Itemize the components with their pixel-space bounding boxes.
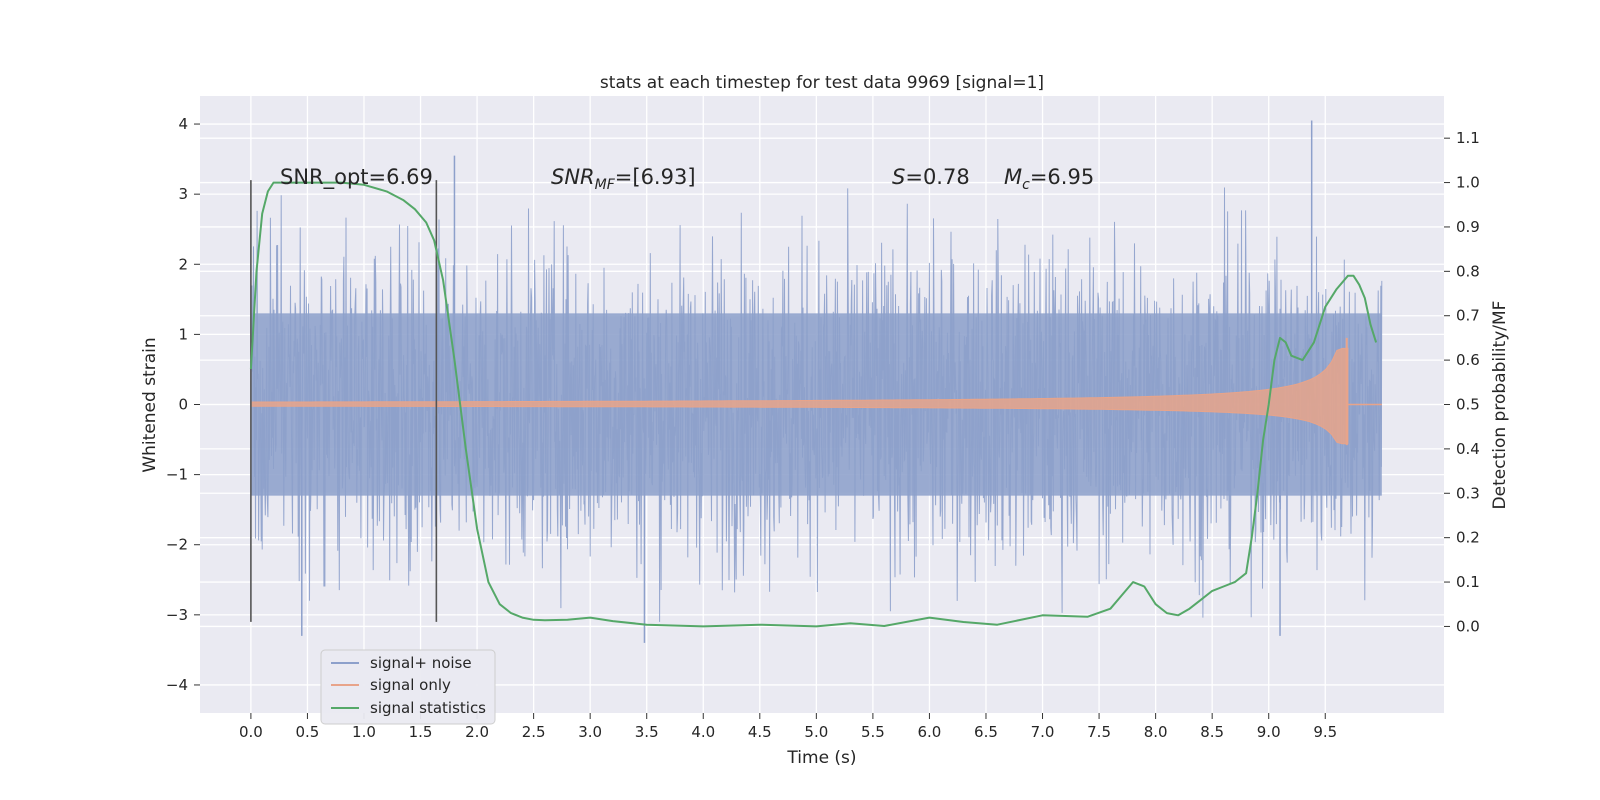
y-left-axis-label: Whitened strain — [140, 337, 160, 472]
y-right-tick-label-2: 0.9 — [1456, 218, 1480, 236]
annotation-snr-opt: SNR_opt=6.69 — [280, 165, 433, 190]
y-right-axis-ticks: 1.1 1.0 0.9 0.8 0.7 0.6 0.5 0.4 0.3 0.2 0.1 0.0 — [1444, 129, 1480, 635]
x-tick-label-9: 4.5 — [748, 723, 772, 741]
x-tick-label-1: 0.5 — [296, 723, 320, 741]
x-tick-label-5: 2.5 — [522, 723, 546, 741]
annotation-snr-mf: SNRMF=[6.93] — [551, 165, 696, 193]
x-tick-label-17: 8.5 — [1200, 723, 1224, 741]
y-left-tick-label-0: 4 — [178, 115, 188, 133]
mc-value: =6.95 — [1030, 165, 1094, 189]
x-tick-label-3: 1.5 — [409, 723, 433, 741]
x-tick-label-10: 5.0 — [804, 723, 828, 741]
x-tick-label-14: 7.0 — [1031, 723, 1055, 741]
annotation-mc: Mc=6.95 — [1004, 165, 1094, 193]
mc-symbol: M — [1004, 165, 1022, 189]
y-left-tick-label-8: −4 — [166, 676, 188, 694]
legend-label-signal-only: signal only — [370, 676, 451, 694]
y-right-tick-label-9: 0.2 — [1456, 529, 1480, 547]
legend-label-signal-plus-noise: signal+ noise — [370, 654, 472, 672]
s-value: =0.78 — [905, 165, 969, 189]
x-tick-label-12: 6.0 — [918, 723, 942, 741]
y-left-axis-ticks: 4 3 2 1 0 −1 −2 −3 −4 — [166, 115, 200, 694]
legend: signal+ noise signal only signal statist… — [320, 649, 496, 725]
snr-mf-symbol: SNR — [551, 165, 595, 189]
x-tick-label-4: 2.0 — [465, 723, 489, 741]
y-left-tick-label-3: 1 — [178, 325, 188, 343]
y-right-tick-label-5: 0.6 — [1456, 351, 1480, 369]
x-tick-label-8: 4.0 — [691, 723, 715, 741]
y-right-tick-label-10: 0.1 — [1456, 573, 1480, 591]
series-signal-only — [250, 337, 1382, 446]
y-right-tick-label-6: 0.5 — [1456, 396, 1480, 414]
x-tick-label-18: 9.0 — [1257, 723, 1281, 741]
y-right-tick-label-8: 0.3 — [1456, 484, 1480, 502]
x-tick-label-19: 9.5 — [1313, 723, 1337, 741]
y-right-tick-label-7: 0.4 — [1456, 440, 1480, 458]
x-tick-label-6: 3.0 — [578, 723, 602, 741]
x-tick-label-11: 5.5 — [861, 723, 885, 741]
y-right-tick-label-3: 0.8 — [1456, 262, 1480, 280]
x-axis-label: Time (s) — [786, 748, 856, 768]
legend-box — [320, 649, 496, 725]
y-left-tick-label-1: 3 — [178, 185, 188, 203]
signal-chirp — [250, 347, 1349, 445]
chart-title: stats at each timestep for test data 996… — [600, 73, 1044, 93]
annotation-s: S=0.78 — [892, 165, 970, 189]
x-tick-label-2: 1.0 — [352, 723, 376, 741]
snr-mf-subscript: MF — [595, 177, 616, 193]
statistics-line — [249, 181, 1378, 628]
y-left-tick-label-4: 0 — [178, 396, 188, 414]
x-tick-label-13: 6.5 — [974, 723, 998, 741]
y-left-tick-label-5: −1 — [166, 466, 188, 484]
x-tick-label-16: 8.0 — [1144, 723, 1168, 741]
y-left-tick-label-7: −3 — [166, 606, 188, 624]
y-left-tick-label-6: −2 — [166, 536, 188, 554]
x-axis-ticks: 0.0 0.5 1.0 1.5 2.0 2.5 3.0 3.5 4.0 4.5 5.0 5.5 6.0 6… — [239, 713, 1337, 741]
y-right-tick-label-4: 0.7 — [1456, 307, 1480, 325]
snr-mf-value: =[6.93] — [615, 165, 696, 189]
x-tick-label-15: 7.5 — [1087, 723, 1111, 741]
y-left-tick-label-2: 2 — [178, 255, 188, 273]
series-signal-statistics — [249, 181, 1378, 628]
mc-subscript: c — [1022, 177, 1030, 193]
y-right-axis-label: Detection probability/MF — [1490, 301, 1510, 510]
legend-label-signal-statistics: signal statistics — [370, 699, 486, 717]
x-tick-label-7: 3.5 — [635, 723, 659, 741]
s-symbol: S — [892, 165, 905, 189]
y-right-tick-label-1: 1.0 — [1456, 174, 1480, 192]
y-right-tick-label-11: 0.0 — [1456, 617, 1480, 635]
x-tick-label-0: 0.0 — [239, 723, 263, 741]
y-right-tick-label-0: 1.1 — [1456, 129, 1480, 147]
